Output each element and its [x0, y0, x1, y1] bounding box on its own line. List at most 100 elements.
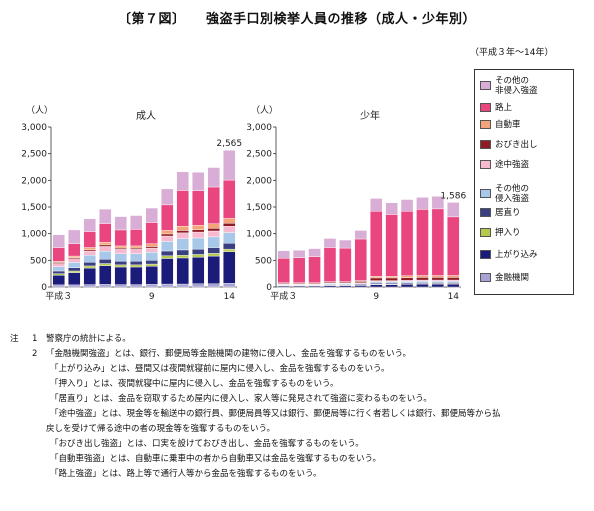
- bar-segment: [114, 253, 127, 262]
- x-tick-label: 14: [224, 292, 236, 302]
- bar-segment: [83, 284, 96, 288]
- chart-0: 成人 （人） 0 500 1,000 1,500 2,000 2,500 3,000 平成３ 9 14…: [21, 105, 242, 302]
- legend-swatch: [480, 250, 491, 259]
- bar-segment: [447, 283, 460, 288]
- bar-segment: [67, 262, 81, 269]
- note-text: 「おびき出し強盗」とは、口実を設けておびき出し、金品を強奪するものをいう。: [50, 439, 364, 449]
- note-line: 「押入り」とは、夜間就寝中に屋内に侵入し、金品を強奪するものをいう。: [10, 377, 585, 392]
- legend-swatch: [480, 120, 491, 129]
- bar-segment: [192, 229, 205, 233]
- y-tick-label: 1,000: [21, 230, 47, 240]
- data-label-last: 2,565: [216, 139, 242, 149]
- bar-segment: [130, 229, 143, 247]
- bar-segment: [145, 260, 159, 265]
- bar-segment: [161, 230, 174, 235]
- note-label: 注: [10, 334, 19, 344]
- bar-14: [447, 202, 460, 288]
- bar-segment: [223, 179, 236, 219]
- y-tick-label: 2,000: [21, 176, 47, 186]
- bar-segment: [52, 273, 65, 276]
- y-tick-label: 1,000: [246, 230, 272, 240]
- y-tick-label: 0: [41, 283, 47, 293]
- bar-segment: [114, 229, 127, 247]
- bar-segment: [83, 247, 96, 250]
- bar-segment: [207, 167, 221, 188]
- bar-segment: [145, 247, 159, 253]
- bar-segment: [416, 277, 429, 281]
- bar-segment: [161, 241, 174, 252]
- bar-segment: [400, 275, 414, 278]
- bar-segment: [83, 262, 96, 267]
- bar-segment: [98, 241, 112, 246]
- bar-segment: [98, 244, 112, 247]
- bar-segment: [207, 223, 221, 229]
- bar-5: [308, 248, 321, 288]
- bar-13: [431, 196, 445, 288]
- bar-segment: [145, 222, 159, 245]
- bar-segment: [354, 285, 368, 288]
- legend-swatch: [480, 273, 491, 282]
- bar-4: [67, 229, 81, 288]
- bar-segment: [98, 251, 112, 260]
- bar-segment: [400, 277, 414, 281]
- bar-segment: [447, 216, 460, 276]
- bar-segment: [176, 255, 190, 259]
- legend-label: その他の 侵入強盗: [495, 184, 530, 204]
- bar-segment: [223, 218, 236, 224]
- bar-segment: [431, 275, 445, 278]
- x-tick-label: 平成３: [270, 290, 297, 302]
- bar-segment: [114, 247, 127, 250]
- note-text: 「途中強盗」とは、現金等を輸送中の銀行員、郵便局員等又は銀行、郵便局等に行く者若…: [50, 409, 501, 419]
- note-line: 「上がり込み」とは、昼間又は夜間就寝前に屋内に侵入し、金品を強奪するものをいう。: [10, 362, 585, 377]
- bar-segment: [83, 218, 96, 232]
- bar-segment: [176, 225, 190, 231]
- bar-segment: [161, 235, 174, 242]
- bar-segment: [323, 247, 337, 282]
- bar-segment: [83, 249, 96, 252]
- bar-segment: [67, 243, 81, 257]
- bar-segment: [192, 254, 205, 258]
- chart-title: 少年: [360, 109, 380, 122]
- bar-segment: [370, 211, 383, 277]
- bar-segment: [192, 256, 205, 285]
- bar-segment: [339, 239, 352, 249]
- note-text: 「金融機関強盗」とは、銀行、郵便局等金融機関の建物に侵入し、金品を強奪するものを…: [46, 349, 411, 359]
- bar-segment: [400, 284, 414, 288]
- bar-10: [161, 188, 174, 288]
- note-line: 戻しを受けて帰る途中の者の現金等を強奪するものをいう。: [10, 422, 585, 437]
- legend-label: 途中強盗: [495, 160, 530, 170]
- bar-segment: [130, 245, 143, 249]
- legend-label: 押入り: [495, 228, 521, 238]
- bar-segment: [52, 284, 65, 288]
- legend-swatch: [480, 189, 491, 198]
- bar-segment: [52, 266, 65, 272]
- legend-swatch: [480, 228, 491, 237]
- notes: 注 1 警察庁の統計による。 2 「金融機関強盗」とは、銀行、郵便局等金融機関の建物に侵…: [10, 332, 585, 482]
- bar-segment: [447, 277, 460, 281]
- bar-segment: [176, 232, 190, 239]
- bar-segment: [145, 246, 159, 249]
- bar-6: [323, 238, 337, 288]
- bar-segment: [323, 238, 337, 248]
- bar-segment: [192, 283, 205, 288]
- bar-segment: [400, 199, 414, 212]
- bar-segment: [98, 284, 112, 288]
- bar-segment: [83, 267, 96, 285]
- note-text: 「路上強盗」とは、路上等で通行人等から金品を強奪するものをいう。: [50, 469, 322, 479]
- bar-segment: [176, 257, 190, 285]
- bar-segment: [176, 190, 190, 227]
- bar-segment: [385, 202, 398, 215]
- legend-swatch: [480, 160, 491, 169]
- bar-segment: [431, 277, 445, 281]
- bar-segment: [431, 208, 445, 276]
- note-line: 「自動車強盗」とは、自動車に乗車中の者から自動車又は金品を強奪するものをいう。: [10, 452, 585, 467]
- legend-label: おびき出し: [495, 140, 538, 150]
- bar-segment: [192, 190, 205, 226]
- note-line: 「途中強盗」とは、現金等を輸送中の銀行員、郵便局員等又は銀行、郵便局等に行く者若…: [10, 407, 585, 422]
- y-tick-label: 2,500: [21, 150, 47, 160]
- bar-3: [277, 250, 290, 288]
- bar-segment: [207, 228, 221, 232]
- bar-segment: [52, 234, 65, 248]
- note-text: 警察庁の統計による。: [46, 334, 131, 344]
- note-line: 注 1 警察庁の統計による。: [10, 332, 585, 347]
